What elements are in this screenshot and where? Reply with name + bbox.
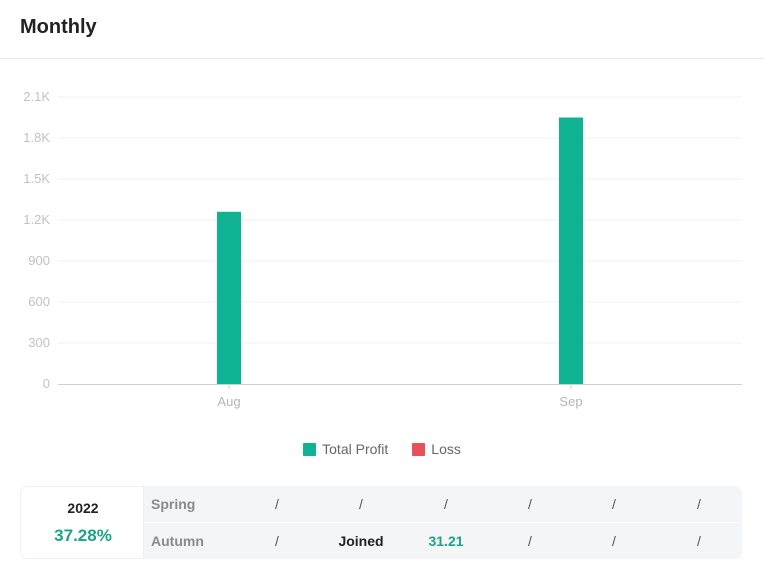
stats-cell-joined: Joined (338, 533, 384, 549)
stats-cell: / (612, 496, 616, 512)
stats-cell: / (528, 496, 532, 512)
y-tick-label: 1.2K (23, 212, 50, 227)
stats-cell-value: 31.21 (428, 533, 464, 549)
y-tick-label: 900 (28, 253, 50, 268)
year-label: 2022 (67, 500, 99, 516)
stats-cell: / (275, 496, 279, 512)
x-tick-label: Sep (559, 394, 582, 409)
legend-swatch-loss (412, 442, 426, 456)
legend-swatch-total-profit (303, 442, 317, 456)
stats-cell: / (528, 533, 532, 549)
stats-cell: / (444, 496, 448, 512)
stats-cell: / (359, 496, 363, 512)
y-tick-label: 1.8K (23, 130, 50, 145)
season-label: Autumn (151, 533, 204, 549)
bar-total-profit (559, 117, 583, 384)
stats-table: 2022 37.28% Spring / / / / / / Autumn / … (20, 486, 742, 559)
stats-cell: / (697, 496, 701, 512)
bar-total-profit (217, 211, 241, 384)
bar-chart: 0 300 600 900 1.2K 1.5K 1.8K 2.1K Aug Sep (23, 89, 742, 409)
legend-label-loss: Loss (431, 441, 461, 457)
y-tick-label: 1.5K (23, 171, 50, 186)
legend-label-total-profit: Total Profit (322, 441, 389, 457)
year-summary: 2022 37.28% (20, 486, 144, 559)
y-tick-label: 2.1K (23, 89, 50, 104)
stats-cell: / (275, 533, 279, 549)
chart-legend: Total Profit Loss (0, 441, 764, 457)
stats-cell: / (697, 533, 701, 549)
stats-row-spring: Spring / / / / / / (144, 486, 742, 523)
y-tick-label: 300 (28, 335, 50, 350)
season-label: Spring (151, 496, 196, 512)
legend-item-total-profit[interactable]: Total Profit (303, 441, 388, 457)
page-title: Monthly (20, 16, 97, 38)
stats-cell: / (612, 533, 616, 549)
header: Monthly (0, 0, 764, 59)
stats-row-autumn: Autumn / Joined 31.21 / / / (144, 523, 742, 559)
legend-item-loss[interactable]: Loss (412, 441, 461, 457)
y-tick-label: 0 (43, 376, 50, 391)
x-tick-label: Aug (217, 394, 240, 409)
year-percent: 37.28% (54, 526, 112, 545)
y-tick-label: 600 (28, 294, 50, 309)
